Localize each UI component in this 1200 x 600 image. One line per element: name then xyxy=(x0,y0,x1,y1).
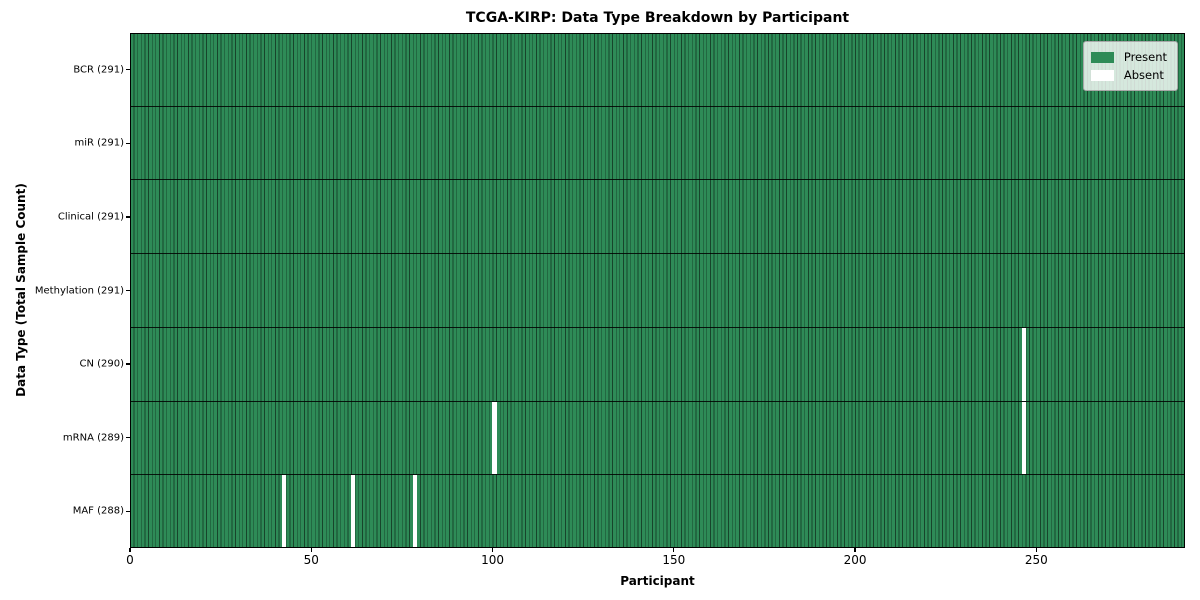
legend-label-absent: Absent xyxy=(1123,68,1164,82)
plot-area: Present Absent xyxy=(130,33,1185,549)
y-tick-label-mrna: mRNA (289) xyxy=(62,432,124,444)
heatmap-row-maf xyxy=(130,475,1185,549)
x-tick-100 xyxy=(491,548,494,552)
absent-cell-mrna-246 xyxy=(1021,401,1026,475)
y-tick-label-cn: CN (290) xyxy=(79,358,124,370)
absent-cell-maf-78 xyxy=(412,475,417,549)
y-tick-label-clinical: Clinical (291) xyxy=(57,211,124,223)
x-tick-50 xyxy=(310,548,312,552)
heatmap-row-mrna xyxy=(130,401,1185,476)
x-tick-label-200: 200 xyxy=(843,553,867,567)
x-tick-label-150: 150 xyxy=(662,553,686,567)
heatmap-row-methylation xyxy=(130,254,1185,328)
x-tick-label-100: 100 xyxy=(481,553,504,567)
y-tick-label-bcr: BCR (291) xyxy=(73,64,124,76)
heatmap-row-cn xyxy=(130,327,1185,402)
y-tick-label-mir: miR (291) xyxy=(74,137,124,149)
heatmap-row-bcr xyxy=(130,33,1185,107)
chart-title: TCGA-KIRP: Data Type Breakdown by Partic… xyxy=(465,10,850,26)
legend-swatch-present xyxy=(1090,51,1114,63)
x-tick-0 xyxy=(129,548,131,552)
x-tick-250 xyxy=(1035,548,1037,552)
legend-item-absent: Absent xyxy=(1090,66,1167,84)
heatmap-row-mir xyxy=(130,106,1185,181)
x-tick-150 xyxy=(673,548,675,552)
legend-swatch-absent xyxy=(1090,69,1114,81)
legend: Present Absent xyxy=(1082,41,1178,91)
x-tick-label-250: 250 xyxy=(1024,553,1048,567)
x-tick-label-0: 0 xyxy=(126,553,134,567)
y-tick-bcr xyxy=(126,69,130,71)
y-tick-cn xyxy=(126,363,130,365)
legend-label-present: Present xyxy=(1123,50,1167,64)
y-tick-clinical xyxy=(126,216,130,218)
y-tick-methylation xyxy=(126,289,130,292)
heatmap-row-clinical xyxy=(130,180,1185,255)
y-tick-maf xyxy=(126,510,130,512)
x-axis-label: Participant xyxy=(620,574,695,588)
absent-cell-cn-246 xyxy=(1021,327,1026,401)
absent-cell-maf-42 xyxy=(282,475,287,549)
y-tick-label-methylation: Methylation (291) xyxy=(34,285,124,296)
absent-cell-mrna-100 xyxy=(492,401,497,475)
y-tick-mir xyxy=(126,142,130,144)
x-tick-200 xyxy=(854,548,856,552)
y-tick-label-maf: MAF (288) xyxy=(72,505,124,517)
x-tick-label-50: 50 xyxy=(303,553,319,567)
absent-cell-maf-61 xyxy=(350,475,356,549)
y-tick-mrna xyxy=(126,437,130,439)
legend-item-present: Present xyxy=(1090,48,1167,66)
